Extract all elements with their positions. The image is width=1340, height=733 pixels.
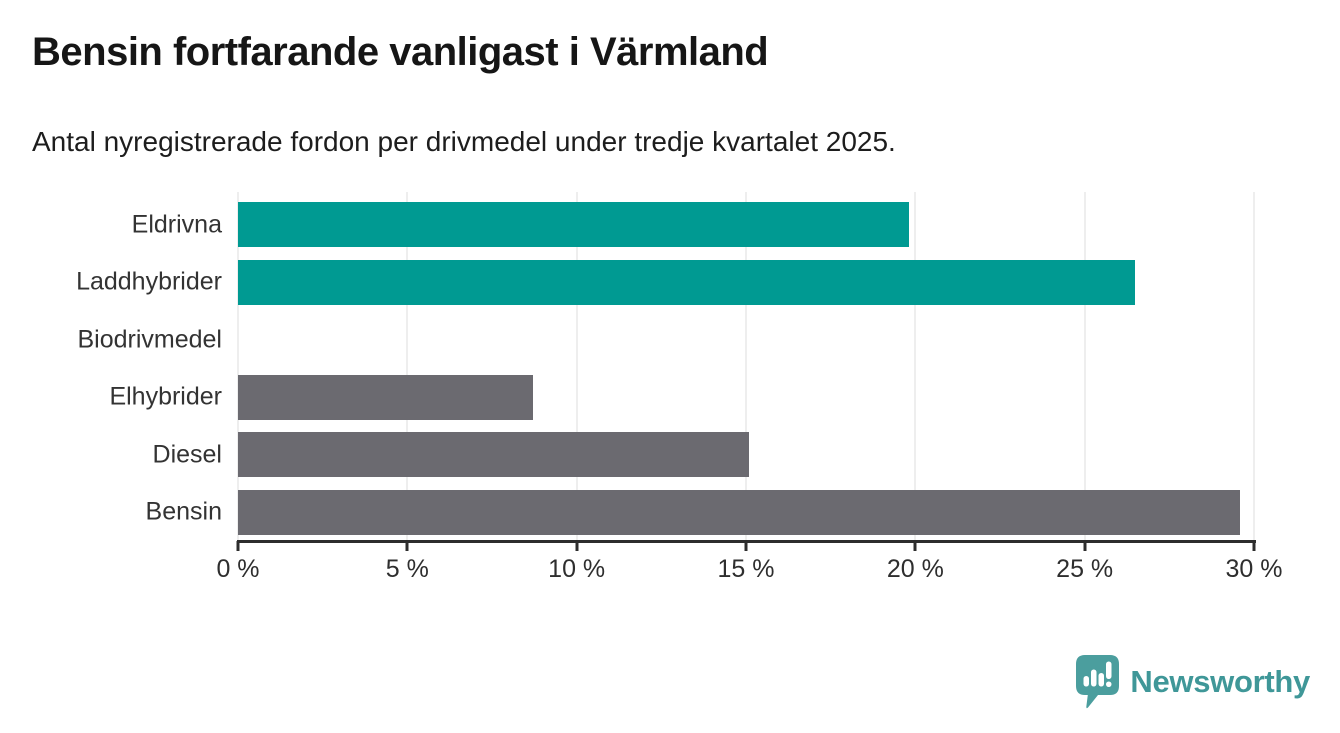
gridline-5 xyxy=(406,192,408,541)
tick-label-25: 25 % xyxy=(1056,555,1114,583)
category-label: Biodrivmedel xyxy=(77,325,222,354)
gridline-25 xyxy=(1084,192,1086,541)
tick-label-10: 10 % xyxy=(548,555,606,583)
bar-row: Eldrivna xyxy=(132,196,1254,254)
category-label: Bensin xyxy=(145,497,222,526)
bar-elhybrider xyxy=(238,374,533,420)
category-label: Diesel xyxy=(152,440,222,469)
gridline-10 xyxy=(576,192,578,541)
gridline-15 xyxy=(745,192,747,541)
tick-mark-25 xyxy=(1083,541,1087,551)
tick-mark-5 xyxy=(405,541,409,551)
tick-label-15: 15 % xyxy=(717,555,775,583)
newsworthy-logo: Newsworthy xyxy=(1075,654,1310,709)
bar-diesel xyxy=(238,432,750,478)
tick-mark-20 xyxy=(913,541,917,551)
newsworthy-logo-text: Newsworthy xyxy=(1130,663,1310,699)
bar-row: Laddhybrider xyxy=(76,254,1254,312)
tick-label-20: 20 % xyxy=(886,555,944,583)
bar-laddhybrider xyxy=(238,259,1136,305)
chart-subtitle: Antal nyregistrerade fordon per drivmede… xyxy=(32,126,896,157)
bar-row: Elhybrider xyxy=(109,369,1254,427)
gridline-20 xyxy=(914,192,916,541)
newsworthy-logo-icon xyxy=(1076,655,1120,709)
tick-label-5: 5 % xyxy=(385,555,429,583)
tick-mark-30 xyxy=(1252,541,1256,551)
category-label: Eldrivna xyxy=(131,210,222,239)
category-label: Laddhybrider xyxy=(76,267,222,296)
chart-title: Bensin fortfarande vanligast i Värmland xyxy=(32,30,769,74)
bar-bensin xyxy=(238,489,1241,535)
tick-label-0: 0 % xyxy=(216,555,260,583)
bar-row: Biodrivmedel xyxy=(77,311,1254,369)
bar-row: Diesel xyxy=(153,426,1254,484)
bar-row: Bensin xyxy=(146,484,1254,542)
gridline-30 xyxy=(1253,192,1255,541)
tick-label-30: 30 % xyxy=(1225,555,1283,583)
tick-mark-10 xyxy=(575,541,579,551)
category-label: Elhybrider xyxy=(109,382,222,411)
plot-area: Eldrivna Laddhybrider Biodrivmedel Elhybrid… xyxy=(76,192,1282,583)
tick-mark-0 xyxy=(236,541,240,551)
bar-eldrivna xyxy=(238,202,909,248)
tick-mark-15 xyxy=(744,541,748,551)
gridline-0 xyxy=(237,192,239,541)
